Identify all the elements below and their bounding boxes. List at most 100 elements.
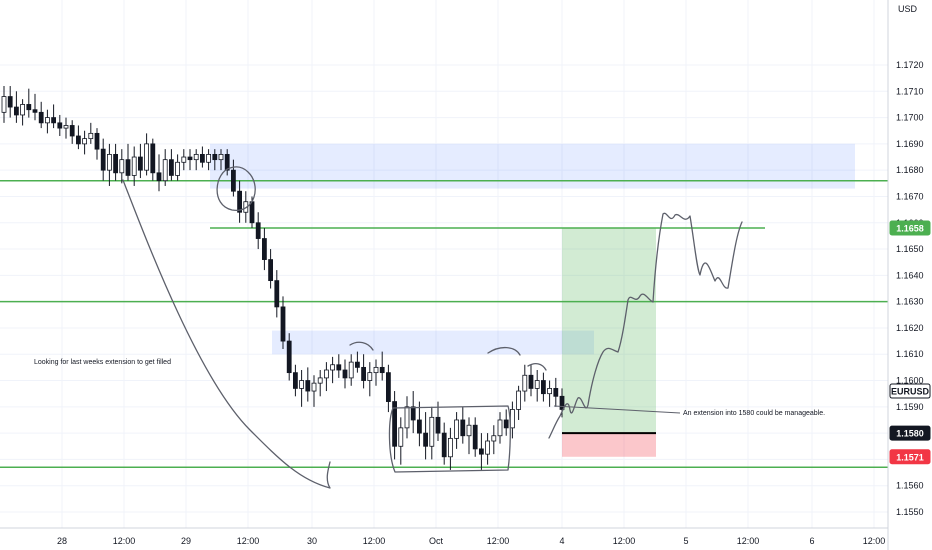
candle-body-down — [261, 238, 267, 260]
candle-body-up — [193, 153, 199, 161]
candle — [348, 354, 354, 386]
candle-body-up — [454, 419, 460, 439]
price-tick-label: 1.1700 — [896, 113, 924, 123]
candle-body-down — [76, 135, 81, 145]
candle — [367, 362, 373, 397]
candle — [51, 104, 56, 129]
candle — [472, 417, 478, 457]
candle-body-down — [528, 374, 534, 389]
candle — [168, 149, 174, 181]
candle — [1, 86, 7, 123]
candle — [88, 122, 94, 144]
time-tick-label: 12:00 — [363, 536, 386, 546]
time-tick-label: 29 — [181, 536, 191, 546]
candle-body-down — [553, 388, 559, 397]
price-tick-label: 1.1620 — [896, 323, 924, 333]
candle-body-down — [7, 96, 13, 108]
candle — [323, 362, 329, 392]
candle — [435, 401, 441, 442]
candle-body-down — [199, 153, 205, 163]
candle-body-down — [441, 432, 447, 458]
candle-body-down — [268, 259, 274, 282]
candle — [466, 417, 472, 455]
candle-body-down — [137, 156, 143, 171]
candle — [261, 228, 267, 271]
candle-body-down — [57, 122, 63, 129]
candle — [150, 138, 156, 181]
annotation-extension-filled: Looking for last weeks extension to get … — [34, 359, 171, 366]
candle-body-down — [38, 111, 44, 124]
candle-body-down — [187, 156, 193, 161]
price-tick-label: 1.1640 — [896, 270, 924, 280]
time-tick-label: 6 — [809, 536, 814, 546]
candle — [553, 377, 559, 407]
candle — [404, 396, 410, 439]
candle-body-down — [385, 372, 391, 402]
candle — [441, 422, 447, 465]
candle-body-down — [13, 106, 19, 116]
candle — [175, 154, 181, 181]
candle-body-up — [218, 153, 224, 161]
candle — [305, 367, 311, 402]
candle-body-up — [398, 427, 404, 447]
candle — [460, 406, 466, 444]
candle — [522, 364, 528, 402]
candle — [410, 391, 416, 434]
candle — [336, 354, 342, 378]
candle-body-up — [20, 104, 26, 116]
price-tick-label: 1.1710 — [896, 86, 924, 96]
time-tick-label: 30 — [307, 536, 317, 546]
currency-indicator[interactable]: USD — [898, 4, 918, 14]
annotation-extension-1580: An extension into 1580 could be manageab… — [683, 410, 825, 417]
candle — [76, 125, 81, 150]
candle-body-down — [274, 280, 280, 308]
candle — [299, 370, 305, 407]
candle — [131, 146, 137, 186]
candle-body-up — [404, 406, 410, 429]
candle — [547, 380, 552, 407]
time-tick-label: 4 — [559, 536, 564, 546]
candle — [187, 149, 193, 171]
candle-body-down — [94, 132, 100, 150]
candle-body-up — [45, 117, 50, 124]
price-axis[interactable]: 1.1720 1.1710 1.1700 1.1690 1.1680 1.1670 1.16… — [896, 60, 924, 517]
time-tick-label: 12:00 — [737, 536, 760, 546]
candle-body-down — [230, 169, 236, 192]
price-tick-label: 1.1560 — [896, 481, 924, 491]
candle — [224, 149, 230, 176]
candle-body-down — [503, 419, 509, 429]
candle-body-up — [63, 125, 69, 129]
horizontal-levels[interactable] — [0, 179, 888, 469]
stop-zone — [562, 433, 656, 457]
candle — [212, 149, 218, 171]
time-axis[interactable]: 28 12:00 29 12:00 30 12:00 Oct 12:00 4 12:00 5 12:0… — [57, 536, 885, 546]
candle-body-down — [361, 366, 367, 381]
candle — [137, 143, 143, 179]
price-tags: 1.1658 EURUSD 1.1580 1.1571 — [889, 220, 931, 465]
candles — [1, 86, 565, 470]
projection-path — [548, 212, 743, 439]
candle — [57, 114, 63, 136]
supply-zone — [210, 143, 855, 189]
time-tick-label: Oct — [429, 536, 444, 546]
candle-body-down — [435, 416, 441, 434]
candle-body-up — [447, 437, 453, 458]
candle-body-down — [342, 369, 348, 379]
candle — [218, 149, 224, 171]
candle-body-down — [472, 424, 478, 450]
price-tag-bg — [889, 425, 931, 441]
box-mark — [388, 405, 511, 473]
candle — [447, 427, 453, 470]
candle — [162, 149, 168, 186]
candle-body-up — [107, 153, 112, 171]
arch-mark-2 — [487, 346, 521, 356]
candle-body-down — [125, 159, 131, 176]
candle — [491, 425, 497, 455]
time-tick-label: 12:00 — [487, 536, 510, 546]
candle-body-down — [113, 153, 118, 174]
price-tag-label: 1.1658 — [896, 224, 924, 234]
candle — [373, 359, 379, 386]
candle — [423, 412, 429, 460]
candle — [528, 364, 534, 397]
